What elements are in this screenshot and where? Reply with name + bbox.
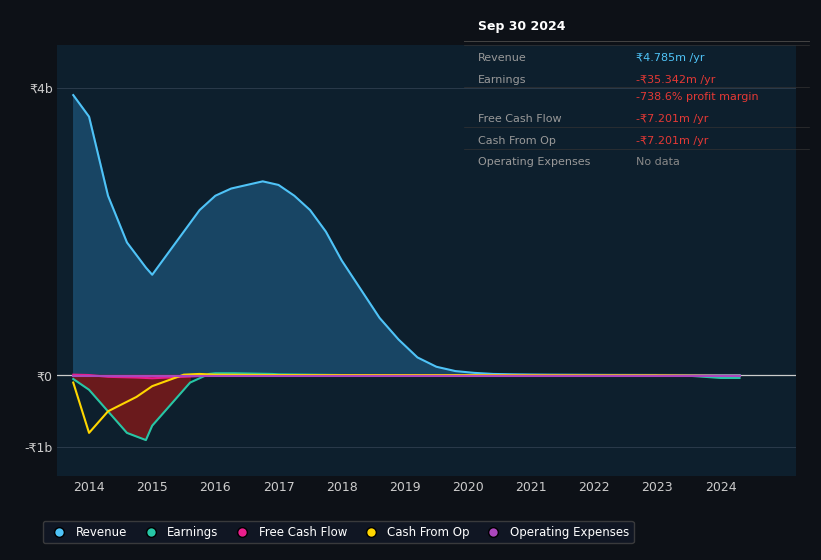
Legend: Revenue, Earnings, Free Cash Flow, Cash From Op, Operating Expenses: Revenue, Earnings, Free Cash Flow, Cash … [43, 521, 634, 543]
Text: Revenue: Revenue [478, 53, 526, 63]
Text: Earnings: Earnings [478, 75, 526, 85]
Text: -₹7.201m /yr: -₹7.201m /yr [636, 114, 709, 124]
Text: -738.6% profit margin: -738.6% profit margin [636, 92, 759, 102]
Text: Sep 30 2024: Sep 30 2024 [478, 20, 565, 32]
Text: Cash From Op: Cash From Op [478, 136, 556, 146]
Text: ₹4.785m /yr: ₹4.785m /yr [636, 53, 704, 63]
Text: Operating Expenses: Operating Expenses [478, 157, 590, 167]
Text: No data: No data [636, 157, 680, 167]
Text: Free Cash Flow: Free Cash Flow [478, 114, 562, 124]
Text: -₹35.342m /yr: -₹35.342m /yr [636, 75, 716, 85]
Text: -₹7.201m /yr: -₹7.201m /yr [636, 136, 709, 146]
